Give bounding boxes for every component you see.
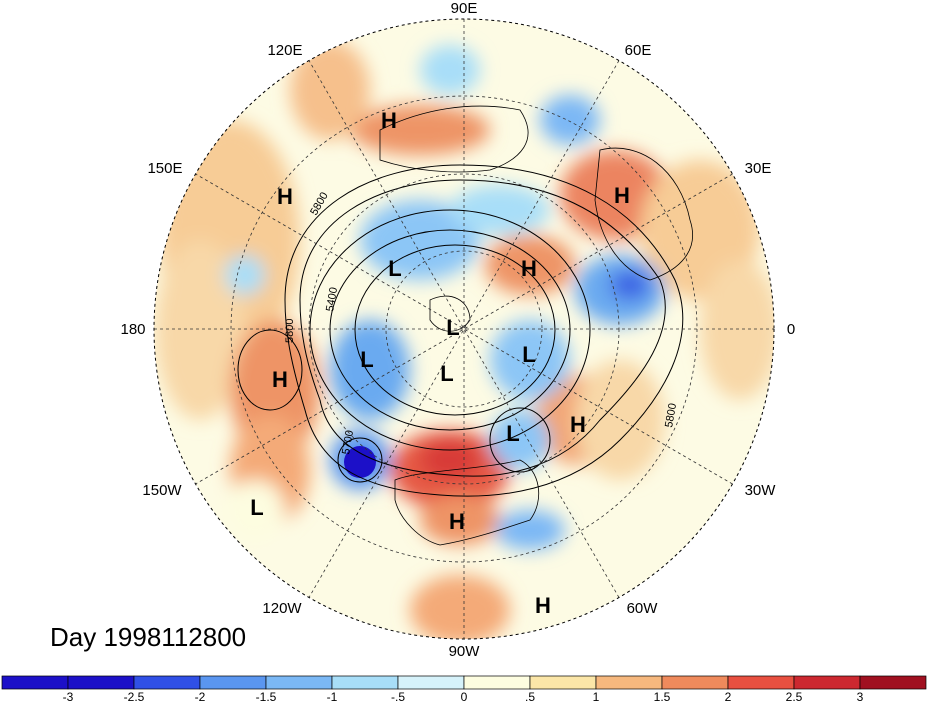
lon-label-60e: 60E [625, 42, 652, 59]
low-center: L [440, 361, 453, 386]
contour-label: 5400 [324, 286, 340, 312]
colorbar-swatch [727, 675, 795, 690]
colorbar-swatch [859, 675, 927, 690]
anomaly-field [154, 19, 774, 639]
colorbar-swatch [595, 675, 663, 690]
colorbar-swatch [661, 675, 729, 690]
colorbar-tick-label: 1.5 [654, 690, 671, 702]
lon-label-30w: 30W [745, 482, 777, 499]
high-center: H [277, 184, 293, 209]
high-center: H [570, 412, 586, 437]
pressure-centers: H H H H H H H H H L L L L L L L [250, 108, 630, 618]
graticule [154, 19, 774, 639]
colorbar-tick-label: -.5 [391, 690, 405, 702]
colorbar-swatch [133, 675, 201, 690]
high-center: H [521, 256, 537, 281]
colorbar-tick-label: -2 [195, 690, 206, 702]
high-center: H [614, 183, 630, 208]
colorbar-tick-label: 2 [725, 690, 732, 702]
colorbar-swatch [265, 675, 333, 690]
colorbar-tick-label: 1 [593, 690, 600, 702]
colorbar-swatch [529, 675, 597, 690]
colorbar-tick-label: 3 [857, 690, 864, 702]
high-center: H [535, 593, 551, 618]
colorbar-swatch [397, 675, 465, 690]
colorbar-tick-label: 0 [461, 690, 468, 702]
lon-label-150e: 150E [147, 160, 182, 177]
colorbar-swatch [67, 675, 135, 690]
lon-label-0: 0 [787, 321, 795, 338]
colorbar-tick-label: -3 [63, 690, 74, 702]
colorbar-swatch [1, 675, 69, 690]
high-center: H [381, 108, 397, 133]
lon-label-30e: 30E [745, 160, 772, 177]
lon-label-180: 180 [120, 321, 145, 338]
colorbar-tick-label: -1.5 [256, 690, 277, 702]
colorbar-tick-label: .5 [525, 690, 535, 702]
colorbar-tick-label: 2.5 [786, 690, 803, 702]
colorbar-swatch [199, 675, 267, 690]
contour-label: 5800 [663, 402, 679, 428]
map-title: Day 1998112800 [50, 622, 246, 652]
low-center: L [360, 347, 373, 372]
colorbar: -3 -2.5 -2 -1.5 -1 -.5 0 .5 1 1.5 2 2.5 3 [1, 675, 927, 702]
colorbar-swatch [463, 675, 531, 690]
map-boundary [153, 18, 775, 640]
colorbar-swatch [331, 675, 399, 690]
colorbar-swatch [793, 675, 861, 690]
low-center: L [446, 315, 459, 340]
lon-label-90e: 90E [451, 0, 478, 17]
lon-label-120w: 120W [262, 600, 302, 617]
lon-label-90w: 90W [449, 643, 481, 660]
colorbar-tick-label: -1 [327, 690, 338, 702]
low-center: L [506, 421, 519, 446]
height-contours [237, 164, 684, 497]
lon-label-150w: 150W [142, 482, 182, 499]
contour-label: 5700 [340, 429, 356, 455]
low-center: L [388, 256, 401, 281]
lon-label-60w: 60W [627, 600, 659, 617]
low-center: L [522, 342, 535, 367]
high-center: H [272, 367, 288, 392]
longitude-labels: 90E 60E 30E 0 30W 60W 90W 120W 150W 180 … [120, 0, 795, 660]
low-center: L [250, 495, 263, 520]
coastlines [379, 105, 693, 546]
contour-label: 5800 [284, 319, 296, 343]
lon-label-120e: 120E [267, 42, 302, 59]
colorbar-tick-label: -2.5 [124, 690, 145, 702]
high-center: H [449, 509, 465, 534]
